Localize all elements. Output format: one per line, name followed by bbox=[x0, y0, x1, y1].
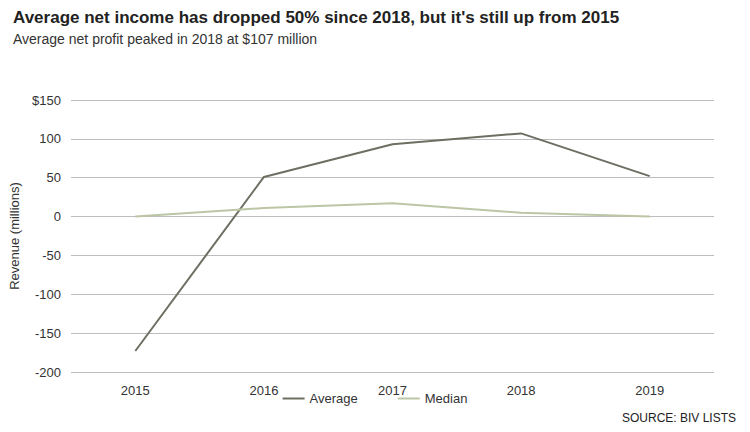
svg-text:Average net income has dropped: Average net income has dropped 50% since… bbox=[13, 8, 619, 27]
svg-text:50: 50 bbox=[47, 170, 61, 185]
svg-text:-150: -150 bbox=[35, 326, 61, 341]
svg-text:Median: Median bbox=[425, 391, 468, 406]
svg-text:-200: -200 bbox=[35, 365, 61, 380]
svg-text:2015: 2015 bbox=[121, 383, 150, 398]
svg-text:-50: -50 bbox=[42, 248, 61, 263]
svg-text:SOURCE: BIV LISTS: SOURCE: BIV LISTS bbox=[622, 411, 736, 425]
svg-text:0: 0 bbox=[54, 209, 61, 224]
svg-text:$150: $150 bbox=[32, 93, 61, 108]
svg-text:Revenue (millions): Revenue (millions) bbox=[7, 182, 22, 290]
svg-text:-100: -100 bbox=[35, 287, 61, 302]
svg-text:Average: Average bbox=[310, 391, 358, 406]
svg-text:2019: 2019 bbox=[635, 383, 664, 398]
svg-text:2017: 2017 bbox=[378, 383, 407, 398]
svg-text:100: 100 bbox=[39, 131, 61, 146]
svg-text:Average net profit peaked in 2: Average net profit peaked in 2018 at $10… bbox=[13, 31, 317, 47]
svg-text:2016: 2016 bbox=[249, 383, 278, 398]
svg-text:2018: 2018 bbox=[507, 383, 536, 398]
